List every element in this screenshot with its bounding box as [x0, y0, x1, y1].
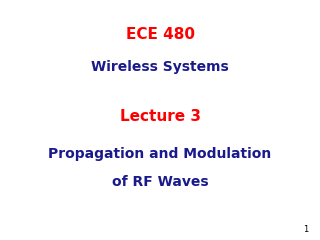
Text: Lecture 3: Lecture 3 — [119, 109, 201, 124]
Text: Wireless Systems: Wireless Systems — [91, 60, 229, 74]
Text: Propagation and Modulation: Propagation and Modulation — [48, 147, 272, 161]
Text: of RF Waves: of RF Waves — [112, 175, 208, 189]
Text: 1: 1 — [304, 225, 309, 234]
Text: ECE 480: ECE 480 — [125, 27, 195, 42]
